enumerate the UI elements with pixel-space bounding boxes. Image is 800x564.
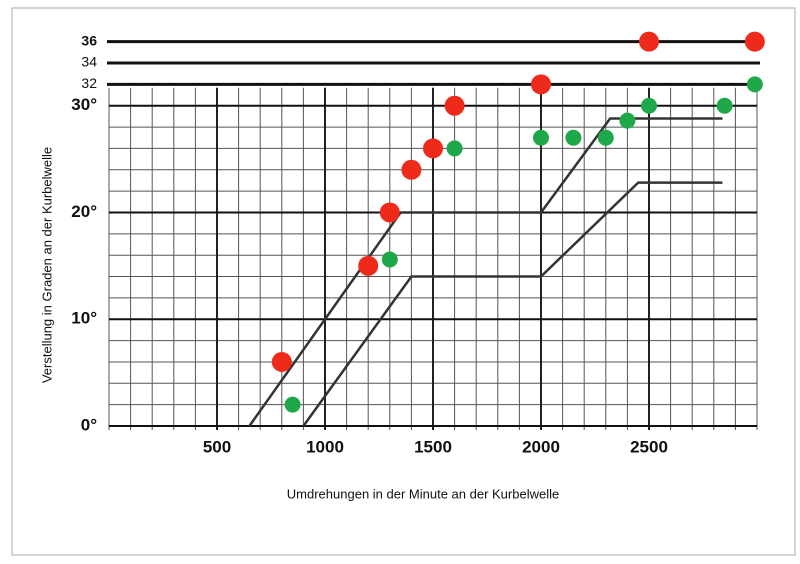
x-tick-label: 2000 <box>522 437 560 456</box>
y-tick-label: 34 <box>81 54 97 70</box>
point <box>401 159 422 180</box>
x-tick-label: 2500 <box>630 437 668 456</box>
y-tick-label: 10° <box>71 309 97 328</box>
envelope-line <box>302 181 723 427</box>
point <box>444 95 465 116</box>
point <box>716 97 733 114</box>
point <box>381 251 398 268</box>
x-tick-label: 1500 <box>414 437 452 456</box>
y-tick-label: 20° <box>71 202 97 221</box>
point <box>531 74 551 95</box>
y-tick-label: 32 <box>81 75 97 91</box>
frame <box>11 7 796 556</box>
point <box>533 129 549 146</box>
point <box>565 129 582 146</box>
point <box>379 202 400 223</box>
point <box>423 138 443 159</box>
y-tick-label: 36 <box>81 32 97 48</box>
point <box>284 396 301 413</box>
point <box>597 129 614 146</box>
x-tick-label: 500 <box>203 437 231 456</box>
y-tick-label: 30° <box>71 95 97 114</box>
point <box>446 140 463 157</box>
x-axis-label: Umdrehungen in der Minute an der Kurbelw… <box>287 486 559 501</box>
point <box>639 31 659 52</box>
point <box>358 255 379 276</box>
envelope-line <box>248 117 723 427</box>
point <box>271 351 292 372</box>
point <box>641 97 657 114</box>
y-axis-label: Verstellung in Graden an der Kurbelwelle <box>39 147 54 383</box>
y-tick-label: 0° <box>81 415 97 434</box>
point <box>744 31 765 52</box>
point <box>746 76 763 93</box>
x-tick-label: 1000 <box>306 437 344 456</box>
point <box>619 112 636 129</box>
